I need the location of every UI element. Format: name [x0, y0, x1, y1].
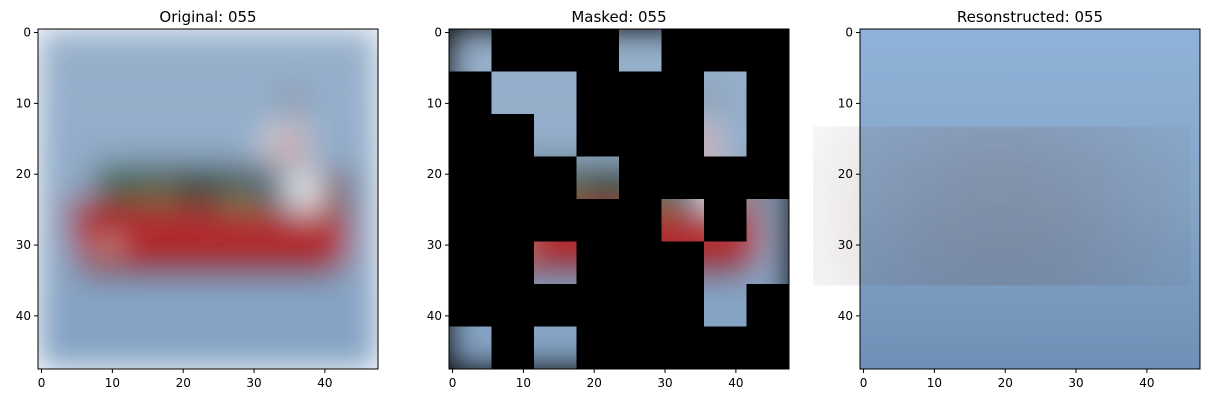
x-tick-label: 30	[657, 376, 672, 390]
original-image	[38, 29, 378, 369]
axes-frame	[37, 28, 379, 370]
reconstructed-image	[860, 29, 1200, 369]
panel-title: Original: 055	[159, 8, 256, 26]
x-tick-label: 30	[246, 376, 261, 390]
y-tick-label: 10	[16, 96, 31, 110]
y-tick-label: 40	[838, 309, 853, 323]
x-tick-label: 20	[587, 376, 602, 390]
y-tick-label: 10	[838, 96, 853, 110]
masked-image	[449, 29, 789, 369]
y-tick-label: 20	[427, 167, 442, 181]
y-tick-label: 30	[427, 238, 442, 252]
y-tick-label: 0	[845, 26, 853, 40]
x-tick-label: 20	[998, 376, 1013, 390]
x-tick-label: 10	[516, 376, 531, 390]
x-tick-label: 0	[860, 376, 868, 390]
y-tick-label: 0	[434, 26, 442, 40]
y-tick-label: 30	[838, 238, 853, 252]
panel-reconstructed: Resonstructed: 055 0 10 20 30 40 0 10 20 30 40	[838, 8, 1201, 390]
x-tick-label: 40	[1139, 376, 1154, 390]
x-tick-label: 10	[927, 376, 942, 390]
y-tick-label: 40	[16, 309, 31, 323]
axes-frame	[859, 28, 1201, 370]
x-tick-label: 0	[38, 376, 46, 390]
y-tick-label: 30	[16, 238, 31, 252]
x-tick-label: 40	[728, 376, 743, 390]
x-tick-label: 20	[176, 376, 191, 390]
x-tick-label: 30	[1068, 376, 1083, 390]
x-tick-label: 0	[449, 376, 457, 390]
axes-frame	[448, 28, 790, 370]
panel-original: Original: 055 0 10 20 30 40 0 10 20 30 40	[16, 8, 379, 390]
panel-masked: Masked: 055 0 10 20 30 40 0 10 20 30 40	[427, 8, 790, 390]
y-tick-label: 20	[16, 167, 31, 181]
panel-title: Masked: 055	[571, 8, 666, 26]
x-tick-label: 10	[105, 376, 120, 390]
x-tick-label: 40	[317, 376, 332, 390]
y-tick-label: 40	[427, 309, 442, 323]
panel-title: Resonstructed: 055	[957, 8, 1103, 26]
y-tick-label: 20	[838, 167, 853, 181]
y-tick-label: 0	[23, 26, 31, 40]
y-tick-label: 10	[427, 96, 442, 110]
